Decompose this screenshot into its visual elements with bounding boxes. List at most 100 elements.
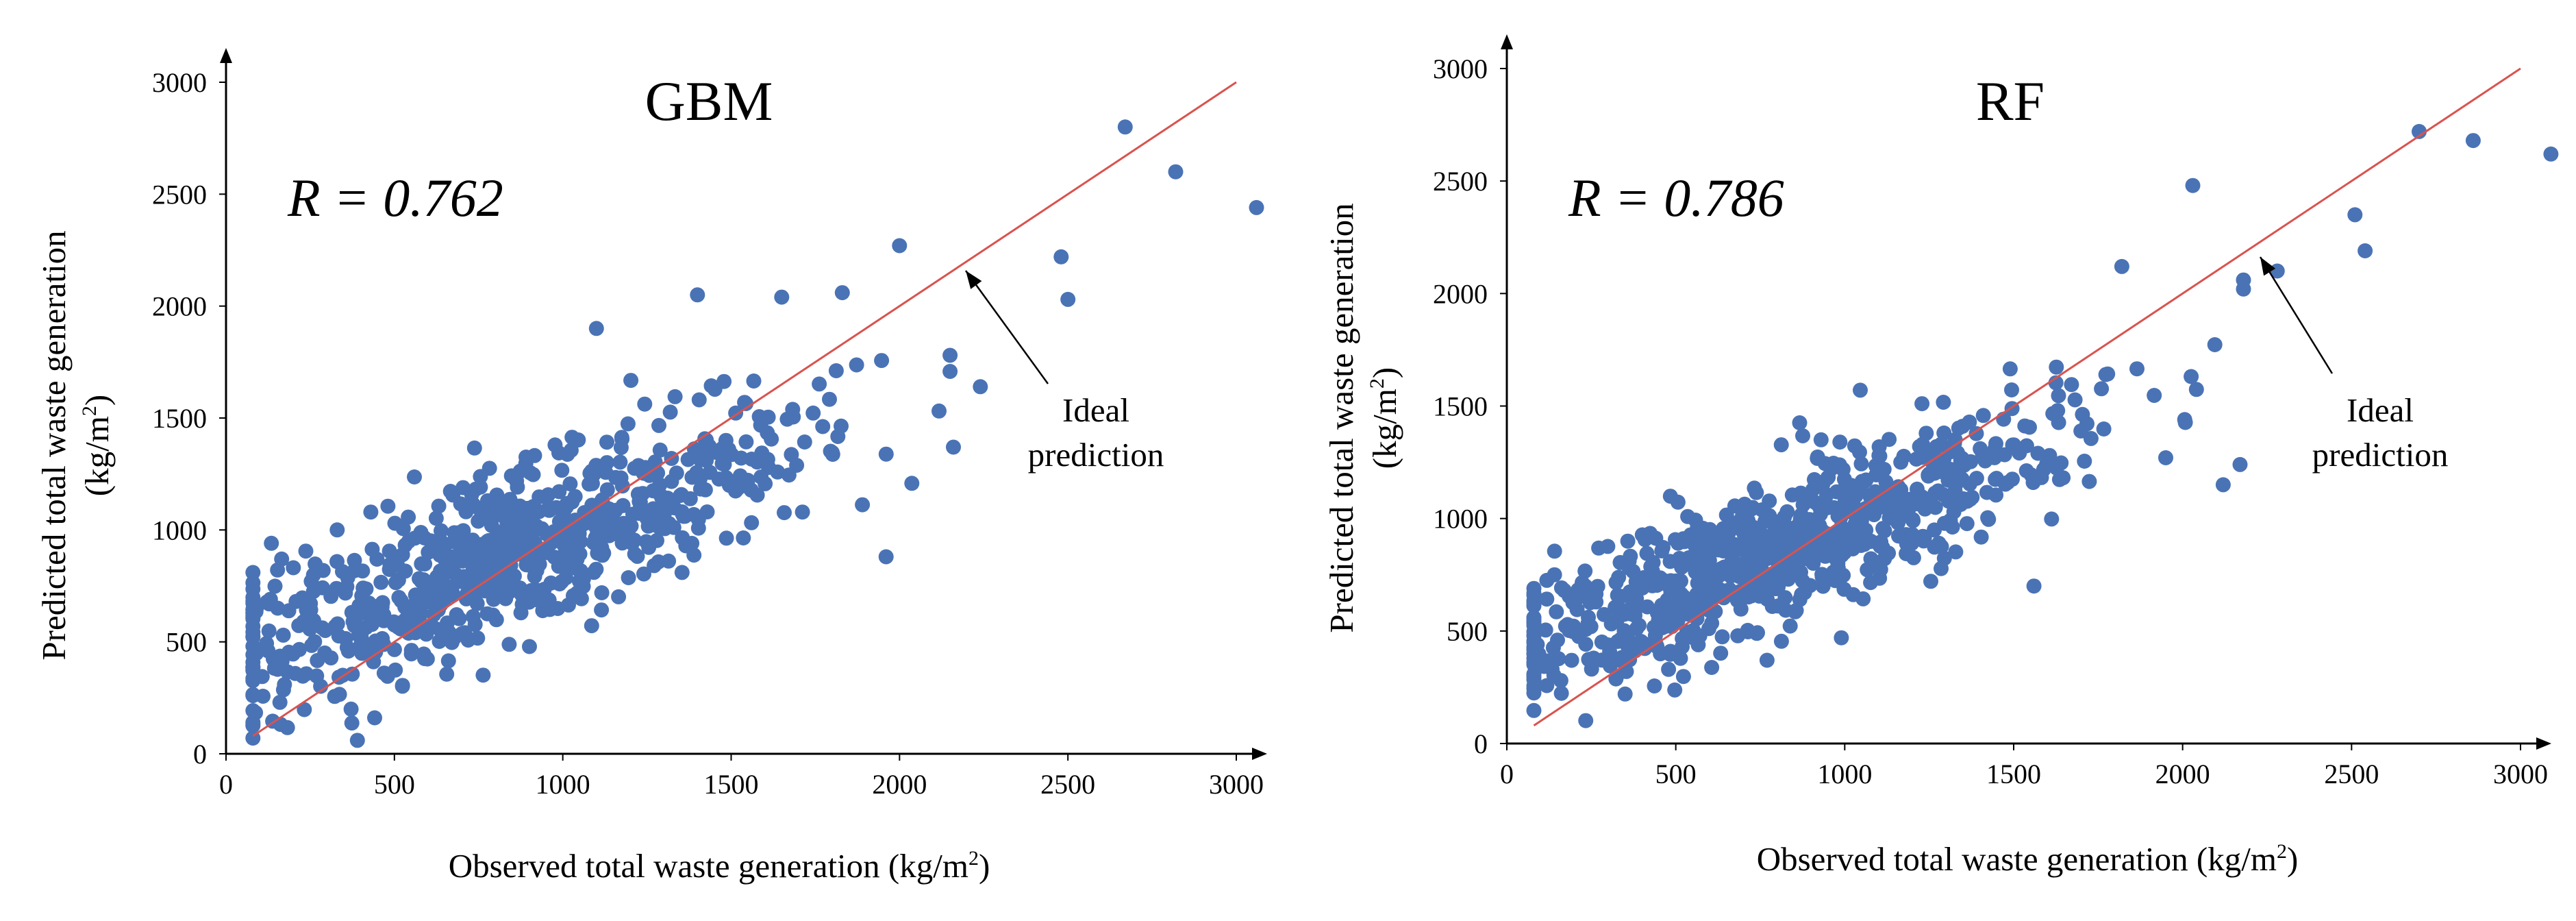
scatter-point (1708, 578, 1724, 594)
scatter-point (638, 534, 654, 550)
x-axis-arrowhead (2536, 737, 2551, 750)
scatter-point (650, 518, 666, 534)
scatter-point (1575, 575, 1590, 591)
annotation-arrow (964, 270, 1049, 384)
scatter-point (1620, 533, 1636, 549)
scatter-point (691, 392, 707, 408)
arrow-shaft (964, 270, 1049, 384)
scatter-point (429, 569, 445, 585)
scatter-point (1588, 586, 1604, 602)
scatter-point (245, 581, 261, 597)
scatter-point (465, 609, 481, 624)
scatter-point (1701, 621, 1716, 637)
scatter-point (1667, 682, 1683, 698)
scatter-point (2347, 207, 2363, 223)
scatter-point (1675, 669, 1691, 685)
scatter-point (2184, 369, 2199, 384)
scatter-point (389, 557, 404, 573)
scatter-point (746, 373, 762, 389)
scatter-point (652, 442, 668, 458)
scatter-point (1836, 471, 1852, 487)
scatter-point (1975, 447, 1990, 463)
scatter-point (1807, 495, 1823, 510)
scatter-point (1060, 291, 1076, 307)
scatter-point (299, 666, 314, 682)
axes (1500, 34, 2551, 750)
scatter-point (1730, 628, 1746, 643)
y-tick-label: 1500 (152, 403, 207, 434)
scatter-point (1653, 646, 1668, 662)
scatter-point (1547, 543, 1562, 559)
scatter-point (262, 591, 278, 607)
scatter-point (830, 429, 846, 444)
scatter-point (1812, 506, 1828, 522)
scatter-point (470, 630, 486, 646)
scatter-point (432, 634, 447, 649)
scatter-point (2158, 450, 2173, 465)
scatter-point (690, 520, 706, 536)
scatter-point (734, 478, 750, 494)
ideal-prediction-line (252, 81, 1237, 737)
scatter-point (1564, 652, 1579, 668)
scatter-point (1577, 563, 1593, 579)
scatter-point (368, 639, 384, 655)
scatter-point (1629, 600, 1645, 615)
scatter-point (323, 650, 339, 666)
scatter-point (2232, 456, 2248, 472)
scatter-point (625, 506, 640, 522)
scatter-point (1916, 530, 1932, 545)
scatter-point (689, 465, 705, 480)
scatter-point (1838, 526, 1853, 542)
scatter-point (327, 689, 342, 704)
y-tick-label: 2500 (152, 179, 207, 210)
scatter-point (586, 467, 601, 482)
scatter-point (855, 497, 871, 513)
scatter-point (1675, 531, 1691, 547)
scatter-point (761, 460, 777, 476)
x-axis-title: Observed total waste generation (kg/m2) (449, 847, 990, 885)
scatter-point (1526, 610, 1542, 626)
scatter-point (1975, 408, 1991, 423)
scatter-point (2067, 392, 2083, 408)
scatter-point (1782, 618, 1798, 634)
scatter-point (774, 289, 790, 305)
scatter-point (599, 482, 615, 498)
scatter-point (1876, 461, 1892, 477)
scatter-point (518, 450, 534, 465)
scatter-point (1777, 590, 1793, 606)
scatter-point (408, 587, 423, 603)
scatter-point (479, 606, 495, 622)
scatter-point (2147, 388, 2162, 403)
scatter-point (343, 701, 359, 717)
scatter-point (1818, 548, 1833, 564)
scatter-point (1117, 119, 1133, 135)
scatter-point (329, 522, 345, 538)
scatter-point (715, 445, 731, 460)
chart-title: RF (1976, 70, 2044, 132)
scatter-point (1591, 540, 1607, 556)
scatter-point (339, 639, 355, 655)
scatter-point (1686, 623, 1701, 638)
scatter-point (1834, 630, 1849, 646)
scatter-point (1768, 517, 1784, 533)
r-value-label: R = 0.762 (287, 168, 503, 228)
scatter-point (2050, 403, 2066, 419)
scatter-point (2543, 146, 2559, 162)
scatter-point (737, 395, 753, 410)
scatter-point (279, 720, 295, 735)
scatter-point (1936, 425, 1952, 441)
scatter-point (1875, 540, 1890, 556)
scatter-point (2412, 123, 2427, 139)
scatter-point (1249, 199, 1264, 215)
scatter-point (1988, 436, 2003, 452)
scatter-point (503, 468, 519, 484)
scatter-point (407, 469, 422, 484)
scatter-point (758, 476, 773, 491)
scatter-point (973, 379, 988, 395)
scatter-point (288, 593, 304, 609)
scatter-point (1727, 498, 1742, 514)
scatter-point (1583, 619, 1599, 635)
scatter-point (1959, 516, 1975, 532)
scatter-point (363, 504, 379, 520)
scatter-point (599, 434, 614, 450)
